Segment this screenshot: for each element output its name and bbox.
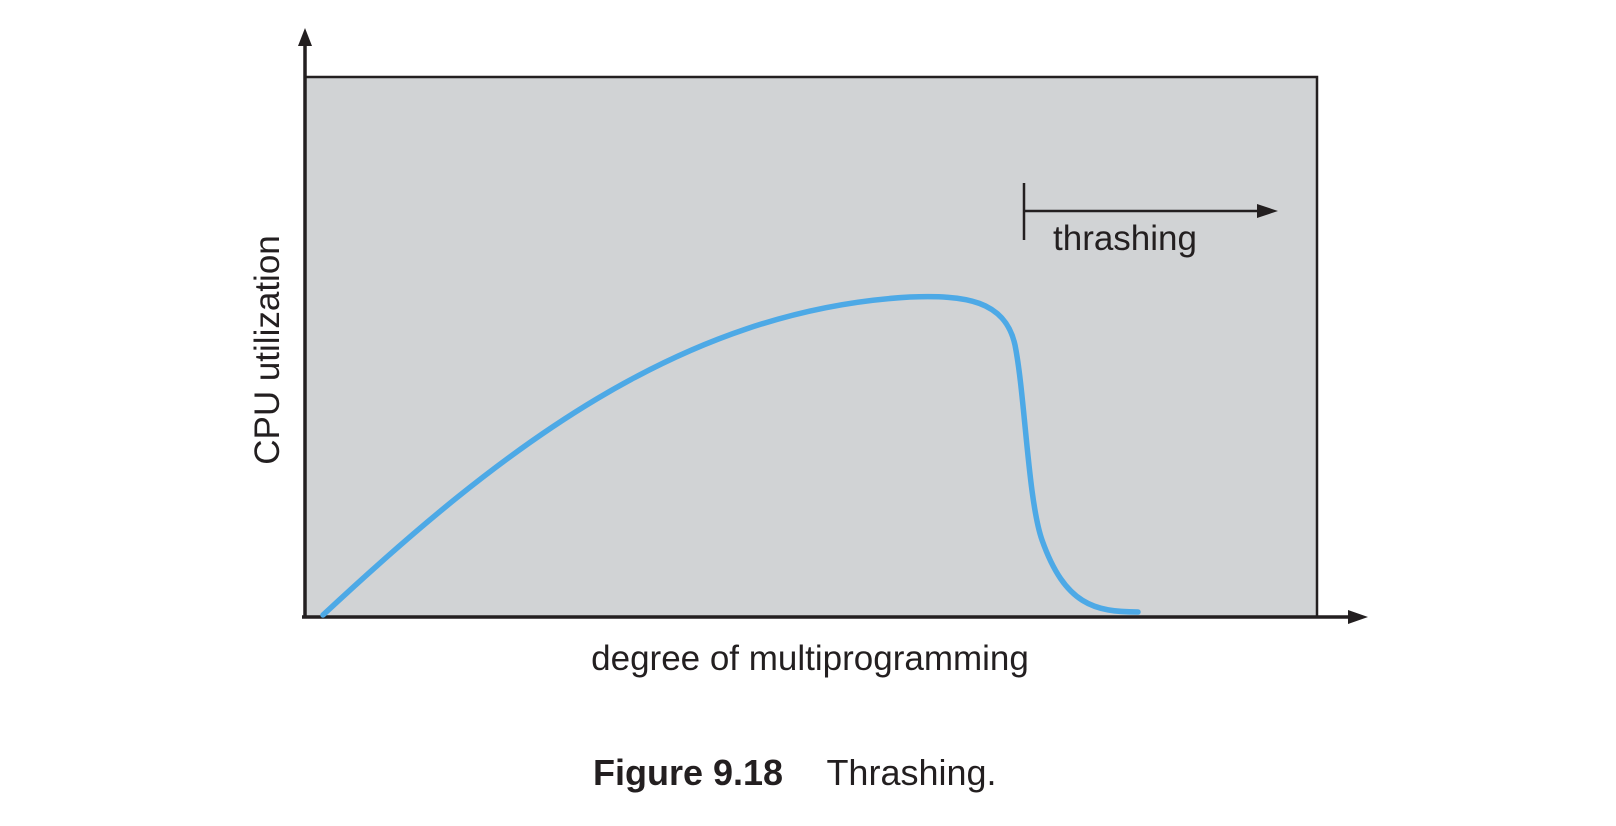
thrashing-arrowhead [1257, 204, 1278, 218]
x-axis-arrowhead [1348, 610, 1368, 624]
cpu-utilization-curve [320, 293, 1141, 618]
plot-area [303, 75, 1319, 619]
y-axis-label: CPU utilization [248, 235, 287, 465]
caption-text: Thrashing. [826, 752, 996, 793]
caption-label: Figure 9.18 [593, 752, 783, 793]
figure-caption: Figure 9.18 Thrashing. [593, 752, 997, 793]
x-axis-label: degree of multiprogramming [591, 639, 1029, 678]
thrashing-label: thrashing [1053, 219, 1197, 258]
y-axis-arrowhead [298, 28, 312, 46]
